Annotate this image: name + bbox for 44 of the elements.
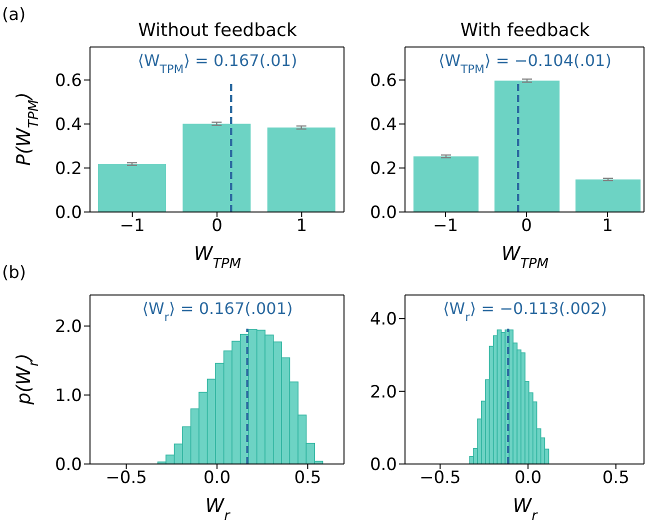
x-tick-label: −1 <box>120 216 145 236</box>
x-tick-label: −0.5 <box>420 468 461 488</box>
ref-line-label: ⟨W$_{r}$⟩ = −0.113(.002) <box>443 299 607 324</box>
y-tick-label: 0.0 <box>370 203 397 224</box>
x-tick-label: −1 <box>432 216 458 236</box>
text: (b) <box>2 263 26 283</box>
bar <box>413 156 479 212</box>
chart-title: With feedback <box>460 20 590 41</box>
ref-line-label: ⟨W$_{r}$⟩ = 0.167(.001) <box>142 299 293 324</box>
y-tick-label: 4.0 <box>370 310 397 330</box>
ref-line-label: ⟨W$_{TPM}$⟩ = −0.104(.01) <box>438 51 612 76</box>
chart-title: Without feedback <box>138 20 298 41</box>
y-tick-label: 0.0 <box>54 203 82 224</box>
y-tick-label: 0.2 <box>370 159 397 180</box>
x-axis-title: W$_{TPM}$ <box>501 243 549 272</box>
ref-line-label: ⟨W$_{TPM}$⟩ = 0.167(.01) <box>138 51 298 76</box>
x-axis-title: W$_{r}$ <box>512 495 539 524</box>
x-tick-label: 0 <box>212 216 222 236</box>
x-tick-label: 0.5 <box>602 468 630 488</box>
y-tick-label: 0.0 <box>370 455 397 476</box>
bar <box>267 128 336 212</box>
x-axis-title: W$_{r}$ <box>205 495 232 524</box>
x-tick-label: 1 <box>296 216 308 236</box>
bar <box>494 80 560 212</box>
x-tick-label: 0.0 <box>203 468 231 488</box>
bar <box>575 179 641 212</box>
x-tick-label: 0 <box>521 216 532 236</box>
x-axis-title: W$_{TPM}$ <box>194 243 242 272</box>
y-tick-label: 0.6 <box>54 71 82 92</box>
y-tick-label: 0.4 <box>54 115 82 136</box>
y-tick-label: 1.0 <box>54 386 82 406</box>
x-tick-label: 1 <box>602 216 613 236</box>
y-tick-label: 0.4 <box>370 115 397 136</box>
y-tick-label: 2.0 <box>370 382 397 402</box>
x-tick-label: 0.5 <box>294 468 322 488</box>
x-tick-label: −0.5 <box>106 468 147 488</box>
bar <box>98 164 166 212</box>
y-tick-label: 0.0 <box>54 455 82 476</box>
text: (a) <box>2 5 26 25</box>
y-tick-label: 2.0 <box>54 317 82 338</box>
y-tick-label: 0.2 <box>54 159 82 180</box>
y-tick-label: 0.6 <box>370 71 397 92</box>
x-tick-label: 0.0 <box>514 468 542 488</box>
bar <box>182 124 251 212</box>
